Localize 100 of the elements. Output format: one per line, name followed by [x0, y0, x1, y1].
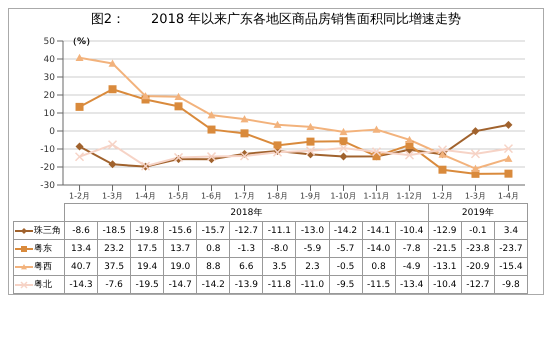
point — [306, 146, 316, 156]
data-label: -14.2 — [329, 222, 362, 240]
point — [339, 137, 348, 146]
chart-title: 图2： 2018 年以来广东各地区商品房销售面积同比增速走势 — [90, 11, 462, 29]
x-tick-label: 1-5月 — [168, 192, 190, 201]
x-tick-label: 1-4月 — [498, 192, 520, 201]
x-tick-label: 1-6月 — [200, 192, 222, 201]
x-tick-label: 1-2月 — [432, 192, 454, 201]
data-label: -20.9 — [461, 258, 494, 276]
data-label: -4.9 — [395, 258, 428, 276]
x-tick-label: 1-8月 — [266, 192, 288, 201]
data-label: -7.8 — [395, 240, 428, 258]
data-label: 0.8 — [196, 240, 230, 258]
data-label: 2.3 — [296, 258, 329, 276]
data-label: -13.0 — [296, 222, 329, 240]
point — [404, 150, 414, 160]
data-label: -12.7 — [230, 222, 263, 240]
point — [372, 146, 382, 156]
data-label: 17.5 — [130, 240, 164, 258]
y-tick-label: 50 — [44, 37, 56, 48]
data-label: 0.8 — [362, 258, 396, 276]
point — [240, 115, 249, 122]
y-tick-label: 20 — [44, 91, 56, 102]
y-tick-label: 10 — [44, 109, 56, 120]
data-label: -7.6 — [98, 276, 131, 294]
text: 2018年 — [230, 208, 262, 218]
point — [142, 92, 150, 100]
data-label: -14.0 — [362, 240, 396, 258]
data-label: 13.7 — [164, 240, 197, 258]
data-label: -13.1 — [428, 258, 462, 276]
point — [206, 152, 216, 162]
data-label: -9.5 — [329, 276, 362, 294]
data-label: -5.7 — [329, 240, 362, 258]
data-label: 19.4 — [130, 258, 164, 276]
data-label: -12.7 — [461, 276, 494, 294]
data-label: -1.3 — [230, 240, 263, 258]
y-tick-label: 30 — [44, 73, 56, 84]
point — [76, 142, 84, 150]
data-label: -14.7 — [164, 276, 197, 294]
point — [339, 128, 348, 136]
point — [372, 126, 380, 133]
data-label: 23.2 — [98, 240, 131, 258]
data-label: 37.5 — [98, 258, 131, 276]
point — [240, 129, 249, 138]
data-label: -19.5 — [130, 276, 164, 294]
data-label: -13.9 — [230, 276, 263, 294]
y-axis-title: （%） — [68, 36, 96, 48]
data-label: 6.6 — [230, 258, 263, 276]
x-tick-label: 1-3月 — [102, 192, 124, 201]
point — [108, 160, 117, 168]
point — [438, 166, 446, 174]
data-label: -11.8 — [262, 276, 296, 294]
point — [74, 152, 84, 162]
x-tick-label: 1-3月 — [464, 192, 486, 201]
data-label: 19.0 — [164, 258, 197, 276]
x-tick-label: 1-12月 — [396, 192, 423, 201]
data-label: -13.4 — [395, 276, 428, 294]
point — [174, 92, 183, 100]
data-label: -19.8 — [130, 222, 164, 240]
legend-label: 粤东 — [14, 240, 64, 258]
point — [306, 138, 314, 146]
legend-label: 珠三角 — [14, 222, 64, 240]
point — [174, 102, 183, 110]
data-label: -10.4 — [395, 222, 428, 240]
x-tick-label: 1-2月 — [68, 192, 90, 201]
x-tick-label: 1-7月 — [234, 192, 256, 201]
y-tick-label: -30 — [40, 181, 56, 192]
data-label: -23.8 — [461, 240, 494, 258]
point — [339, 152, 348, 161]
point — [174, 152, 184, 162]
x-tick-label: 1-4月 — [134, 192, 156, 201]
data-label: -12.9 — [428, 222, 462, 240]
data-label: 13.4 — [64, 240, 98, 258]
data-label: -15.4 — [494, 258, 528, 276]
point — [471, 127, 480, 136]
data-label: -11.5 — [362, 276, 396, 294]
data-label: -18.5 — [98, 222, 131, 240]
point — [438, 144, 448, 154]
y-tick-label: -10 — [40, 145, 56, 156]
data-label: 40.7 — [64, 258, 98, 276]
x-tick-label: 1-11月 — [363, 192, 390, 201]
point — [108, 60, 117, 67]
data-label: -11.1 — [262, 222, 296, 240]
data-label: -8.0 — [262, 240, 296, 258]
point — [471, 164, 480, 172]
legend-label: 粤西 — [14, 258, 64, 276]
point — [504, 154, 512, 162]
data-label: -10.4 — [428, 276, 462, 294]
data-label: -5.9 — [296, 240, 329, 258]
data-label: -0.1 — [461, 222, 494, 240]
point — [240, 151, 250, 161]
data-label: -8.6 — [64, 222, 98, 240]
point — [274, 141, 282, 150]
point — [504, 170, 512, 178]
data-label: -21.5 — [428, 240, 462, 258]
point — [306, 122, 314, 130]
point — [108, 140, 118, 150]
point — [76, 54, 84, 61]
data-label: 3.4 — [494, 222, 528, 240]
point — [338, 143, 348, 153]
